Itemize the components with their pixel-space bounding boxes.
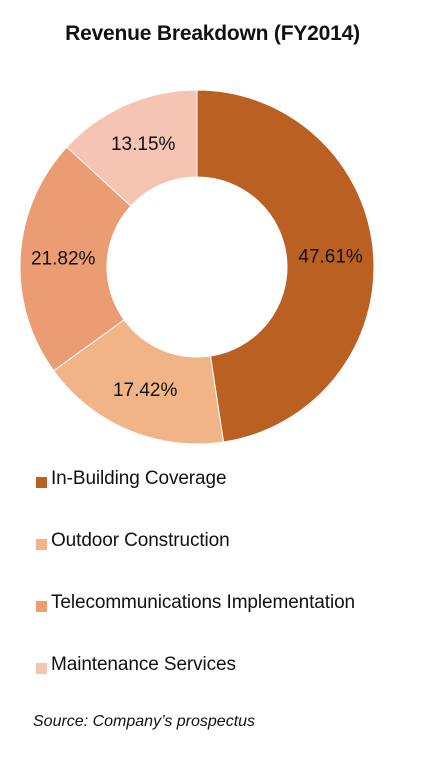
legend-swatch-telecommunications-implementation bbox=[36, 601, 47, 612]
legend-item-in-building-coverage: In-Building Coverage bbox=[36, 466, 421, 528]
legend-item-telecommunications-implementation: Telecommunications Implementation bbox=[36, 590, 421, 652]
slice-value-label-in-building-coverage: 47.61% bbox=[298, 246, 363, 267]
slice-in-building-coverage bbox=[196, 89, 375, 443]
slice-telecommunications-implementation bbox=[19, 146, 132, 372]
legend-item-maintenance-services: Maintenance Services bbox=[36, 652, 421, 714]
slice-value-label-outdoor-construction: 17.42% bbox=[113, 380, 178, 401]
legend-swatch-in-building-coverage bbox=[36, 477, 47, 488]
source-note: Source: Company’s prospectus bbox=[33, 713, 256, 730]
legend-swatch-outdoor-construction bbox=[36, 539, 47, 550]
legend-label-maintenance-services: Maintenance Services bbox=[51, 654, 236, 675]
chart-title: Revenue Breakdown (FY2014) bbox=[65, 22, 360, 45]
legend-item-outdoor-construction: Outdoor Construction bbox=[36, 528, 421, 590]
slice-value-label-maintenance-services: 13.15% bbox=[111, 134, 176, 155]
legend-label-telecommunications-implementation: Telecommunications Implementation bbox=[51, 592, 356, 613]
slice-outdoor-construction bbox=[52, 319, 225, 445]
legend-swatch-maintenance-services bbox=[36, 663, 47, 674]
slice-maintenance-services bbox=[66, 89, 198, 207]
slice-value-label-telecommunications-implementation: 21.82% bbox=[31, 249, 96, 270]
legend-label-in-building-coverage: In-Building Coverage bbox=[51, 468, 227, 489]
donut-chart: 47.61% 17.42% 21.82% 13.15% bbox=[19, 89, 375, 445]
legend-label-outdoor-construction: Outdoor Construction bbox=[51, 530, 230, 551]
chart-legend: In-Building Coverage Outdoor Constructio… bbox=[36, 466, 421, 714]
